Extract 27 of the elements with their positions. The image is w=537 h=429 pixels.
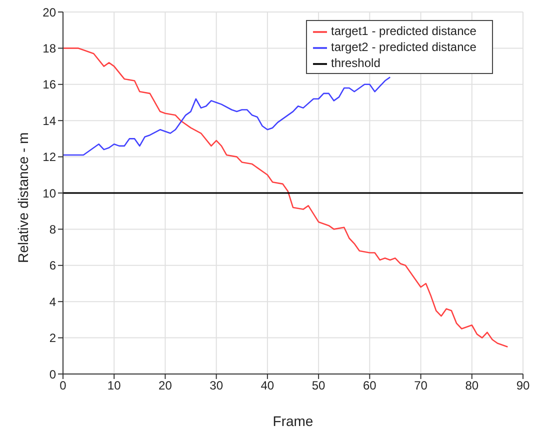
legend-label: threshold [331, 56, 380, 70]
y-tick-label: 2 [49, 331, 56, 346]
y-tick-label: 16 [42, 78, 56, 92]
x-tick-label: 60 [362, 378, 377, 393]
x-tick-label: 40 [260, 378, 274, 393]
line-series [63, 76, 391, 156]
y-tick-label: 6 [49, 258, 56, 273]
legend-label: target1 - predicted distance [331, 24, 476, 38]
y-tick-label: 18 [42, 41, 56, 56]
y-tick-label: 0 [49, 367, 56, 382]
x-tick-label: 20 [158, 378, 172, 393]
x-tick-label: 30 [210, 378, 224, 393]
y-tick-label: 8 [49, 222, 56, 236]
x-tick-label: 10 [107, 378, 122, 393]
y-tick-label: 14 [42, 114, 56, 128]
y-tick-label: 10 [42, 186, 56, 200]
x-tick-label: 0 [60, 378, 67, 393]
x-tick-label: 80 [465, 378, 479, 393]
y-tick-label: 12 [42, 150, 56, 164]
x-tick-label: 50 [312, 378, 326, 393]
x-tick-label: 90 [516, 378, 530, 393]
x-axis-title: Frame [272, 413, 314, 429]
legend-label: target2 - predicted distance [331, 40, 476, 54]
x-tick-label: 70 [414, 378, 428, 393]
y-axis-title: Relative distance - m [14, 132, 31, 263]
y-tick-label: 4 [49, 294, 56, 309]
y-tick-label: 20 [42, 5, 56, 20]
